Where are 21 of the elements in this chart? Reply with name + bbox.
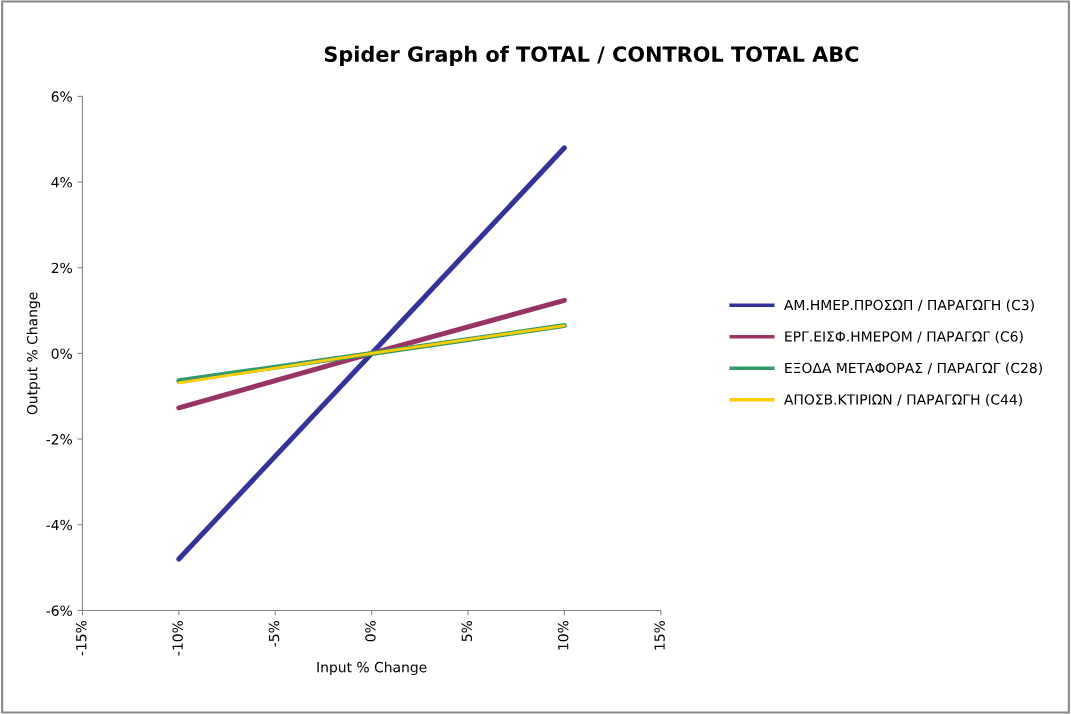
y-tick-label: 2% — [51, 262, 72, 274]
x-tick-label: -5% — [268, 620, 280, 647]
x-tick-label: -10% — [172, 620, 183, 656]
x-tick-label: 10% — [557, 620, 569, 650]
legend-label: ΑΜ.ΗΜΕΡ.ΠΡΟΣΩΠ / ΠΑΡΑΓΩΓΗ (C3) — [784, 299, 1034, 312]
x-tick-label: -15% — [75, 620, 87, 656]
y-tick-label: 6% — [51, 91, 72, 102]
y-axis-title: Output % Change — [26, 292, 41, 415]
y-tick-label: -6% — [46, 605, 72, 616]
y-tick-label: 4% — [51, 177, 72, 188]
legend-label: ΑΠΟΣΒ.ΚΤΙΡΙΩΝ / ΠΑΡΑΓΩΓΗ (C44) — [784, 393, 1022, 407]
y-tick-label: -4% — [46, 519, 72, 531]
y-tick-label: -2% — [46, 434, 72, 445]
x-tick-label: 0% — [365, 620, 376, 642]
x-axis-title: Input % Change — [317, 661, 427, 676]
x-tick-label: 15% — [654, 620, 665, 650]
x-tick-label: 5% — [461, 620, 473, 642]
y-tick-label: 0% — [51, 348, 72, 359]
legend-label: ΕΞΟΔΑ ΜΕΤΑΦΟΡΑΣ / ΠΑΡΑΓΩΓ (C28) — [785, 362, 1042, 375]
legend-label: ΕΡΓ.ΕΙΣΦ.ΗΜΕΡΟΜ / ΠΑΡΑΓΩΓ (C6) — [785, 330, 1023, 344]
chart-title: Spider Graph of TOTAL / CONTROL TOTAL ABC — [324, 45, 859, 66]
